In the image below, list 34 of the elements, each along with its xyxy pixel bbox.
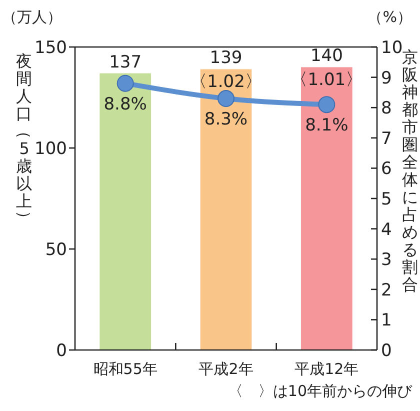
y2-tick-label: 10 — [381, 38, 403, 58]
data-label: 8.8% — [104, 94, 147, 114]
annotation: 〈1.02〉 — [190, 72, 262, 92]
point — [218, 90, 234, 108]
x-tick-label: 平成12年 — [294, 360, 359, 378]
text: 京阪神都市圏全体に占める割合 — [402, 48, 418, 294]
y2-tick-label: 5 — [381, 189, 392, 210]
y-tick-label: 100 — [34, 138, 67, 159]
y2-tick-label: 9 — [381, 68, 392, 88]
y-tick-label: 150 — [34, 38, 67, 58]
y2-tick-label: 7 — [381, 128, 392, 149]
data-label: 139 — [210, 48, 242, 68]
data-label: 140 — [310, 46, 343, 66]
x-tick-label: 平成2年 — [198, 360, 254, 378]
text: 〈 〉は10年前からの伸び — [228, 382, 413, 400]
data-label: 8.3% — [204, 110, 248, 130]
y2-tick-label: 4 — [381, 220, 392, 240]
y2-tick-label: 3 — [381, 250, 392, 270]
text: （%） — [368, 8, 412, 26]
data-label: 137 — [109, 52, 142, 72]
y2-tick-label: 8 — [381, 98, 392, 119]
text: 夜間人口（5歳以上） — [15, 52, 34, 226]
data-label: 8.1% — [305, 116, 348, 136]
point — [116, 74, 134, 92]
y2-tick-label: 2 — [381, 280, 392, 300]
y-tick-label: 0 — [56, 340, 67, 361]
text: （万人） — [2, 8, 62, 26]
y-tick-label: 50 — [45, 240, 67, 260]
y2-tick-label: 6 — [381, 159, 392, 180]
x-tick-label: 昭和55年 — [93, 360, 158, 378]
point — [318, 96, 336, 114]
y2-tick-label: 0 — [381, 340, 392, 361]
y2-tick-label: 1 — [381, 310, 392, 331]
annotation: 〈1.01〉 — [290, 70, 363, 90]
